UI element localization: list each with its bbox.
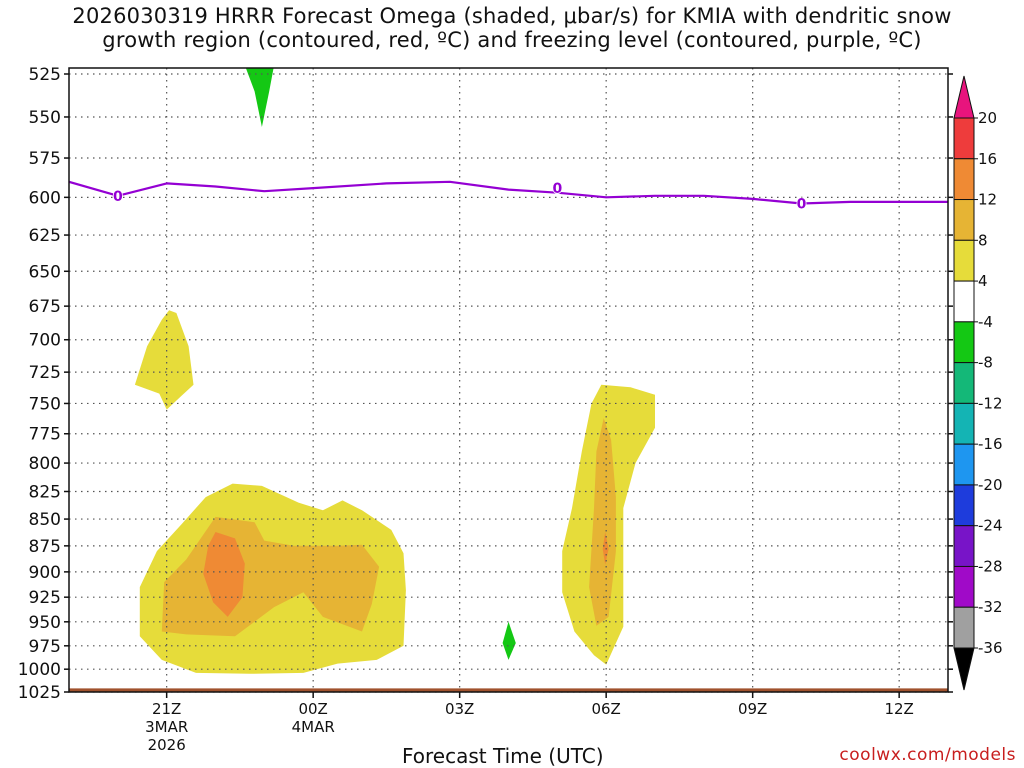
x-tick-label: 00Z <box>298 700 327 718</box>
x-tick-label: 09Z <box>738 700 767 718</box>
y-tick-label: 825 <box>29 482 61 502</box>
colorbar-label: -4 <box>978 313 993 331</box>
colorbar-top-arrow <box>953 75 975 119</box>
y-tick-label: 575 <box>29 149 61 169</box>
colorbar-segment <box>953 362 975 404</box>
freezing-label-bg-0 <box>112 189 123 202</box>
y-tick-label: 700 <box>29 331 61 351</box>
x-tick-label: 03Z <box>445 700 474 718</box>
colorbar: 20 16 12 8 4 -4 -8 -12 -16 -20 -24 -28 -32 -36 <box>953 75 1003 691</box>
freezing-label-bg-1 <box>552 182 563 195</box>
colorbar-label: 12 <box>978 191 997 209</box>
freezing-level-label: 0 <box>552 181 562 197</box>
colorbar-label: -8 <box>978 354 993 372</box>
y-tick-label: 675 <box>29 297 61 317</box>
colorbar-label: 4 <box>978 272 988 290</box>
colorbar-segment <box>953 199 975 241</box>
colorbar-segment <box>953 606 975 649</box>
colorbar-label: -16 <box>978 435 1003 453</box>
colorbar-label: -24 <box>978 517 1003 535</box>
site-credit: coolwx.com/models <box>839 745 1016 765</box>
colorbar-segment <box>953 280 975 323</box>
omega-shading-layer <box>69 68 948 692</box>
omega-region-weak-ascent-upper <box>245 68 274 127</box>
colorbar-label: -28 <box>978 557 1003 575</box>
y-tick-label: 875 <box>29 537 61 557</box>
colorbar-label: -12 <box>978 394 1003 412</box>
y-tick-label: 725 <box>29 363 61 383</box>
y-tick-label: 1000 <box>18 660 61 680</box>
freezing-label-bg-2 <box>796 197 807 210</box>
colorbar-label: -32 <box>978 598 1003 616</box>
y-tick-label: 850 <box>29 510 61 530</box>
x-tick-date: 3MAR <box>145 718 188 736</box>
colorbar-segment <box>953 117 975 160</box>
y-tick-label: 925 <box>29 588 61 608</box>
chart-title: 2026030319 HRRR Forecast Omega (shaded, … <box>0 4 1024 52</box>
colorbar-segment <box>953 525 975 567</box>
x-tick-label: 12Z <box>884 700 913 718</box>
plot-frame <box>68 67 949 693</box>
title-line-1: 2026030319 HRRR Forecast Omega (shaded, … <box>72 4 952 28</box>
colorbar-label: -36 <box>978 639 1003 657</box>
freezing-level-label: 0 <box>113 189 123 205</box>
colorbar-segment <box>953 158 975 201</box>
x-tick-label: 21Z <box>152 700 181 718</box>
colorbar-segment <box>953 321 975 364</box>
y-tick-label: 775 <box>29 425 61 445</box>
colorbar-segment <box>953 565 975 608</box>
x-tick-year: 2026 <box>148 736 186 754</box>
x-tick-date: 4MAR <box>292 718 335 736</box>
omega-region-cell-a-core <box>203 532 245 617</box>
colorbar-label: 8 <box>978 231 988 249</box>
x-axis-title: Forecast Time (UTC) <box>402 744 604 768</box>
terrain-band <box>69 688 948 692</box>
y-tick-label: 650 <box>29 262 61 282</box>
axes-layer: 525 550 575 600 625 650 675 700 725 750 775 800 825 8… <box>18 65 953 754</box>
contour-layer: 0 0 0 <box>69 180 948 212</box>
colorbar-segment <box>953 402 975 445</box>
colorbar-label: 16 <box>978 150 997 168</box>
y-tick-label: 950 <box>29 613 61 633</box>
y-tick-label: 600 <box>29 188 61 208</box>
y-tick-label: 625 <box>29 226 61 246</box>
colorbar-label: -20 <box>978 476 1003 494</box>
omega-region-weak-ascent-low <box>502 621 516 660</box>
title-line-2: growth region (contoured, red, ºC) and f… <box>102 28 922 52</box>
y-tick-label: 525 <box>29 65 61 85</box>
colorbar-segment <box>953 484 975 527</box>
y-tick-label: 550 <box>29 108 61 128</box>
colorbar-segment <box>953 443 975 486</box>
colorbar-segment <box>953 239 975 282</box>
colorbar-label: 20 <box>978 109 997 127</box>
y-tick-label: 975 <box>29 637 61 657</box>
freezing-level-line <box>69 180 948 205</box>
omega-region-cell-b-mid <box>589 418 616 626</box>
y-tick-label: 750 <box>29 394 61 414</box>
x-tick-label: 06Z <box>591 700 620 718</box>
y-tick-label: 800 <box>29 454 61 474</box>
freezing-level-label: 0 <box>797 196 807 212</box>
colorbar-bottom-arrow <box>953 647 975 691</box>
y-tick-label: 900 <box>29 563 61 583</box>
y-tick-label: 1025 <box>18 683 61 703</box>
omega-region-small-lift-700 <box>134 310 194 410</box>
